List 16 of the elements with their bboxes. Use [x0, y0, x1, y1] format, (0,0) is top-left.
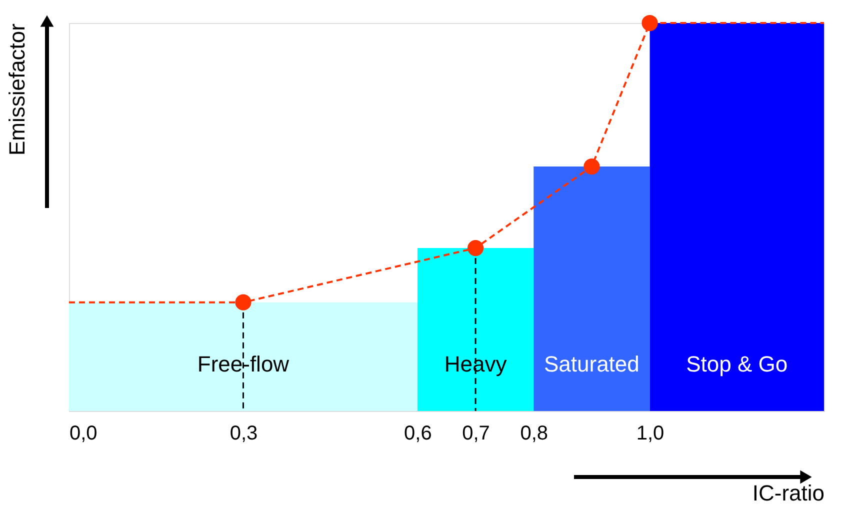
point	[642, 14, 658, 32]
x-tick-label: 1,0	[636, 422, 664, 444]
x-tick-label: 0,7	[462, 422, 490, 444]
x-tick-label: 0,0	[70, 422, 98, 444]
point	[467, 240, 484, 256]
y-axis-title: Emissiefactor	[4, 24, 30, 156]
x-tick-label: 0,6	[404, 422, 432, 444]
x-tick-label: 0,3	[230, 422, 258, 444]
point	[584, 158, 600, 175]
annotation: Heavy	[444, 351, 507, 376]
point	[235, 294, 252, 310]
x-axis-title: IC-ratio	[752, 480, 824, 506]
annotation: Stop & Go	[686, 351, 788, 376]
annotation: Saturated	[544, 351, 640, 376]
x-tick-label: 0,8	[520, 422, 548, 444]
annotation: Free-flow	[197, 351, 290, 376]
